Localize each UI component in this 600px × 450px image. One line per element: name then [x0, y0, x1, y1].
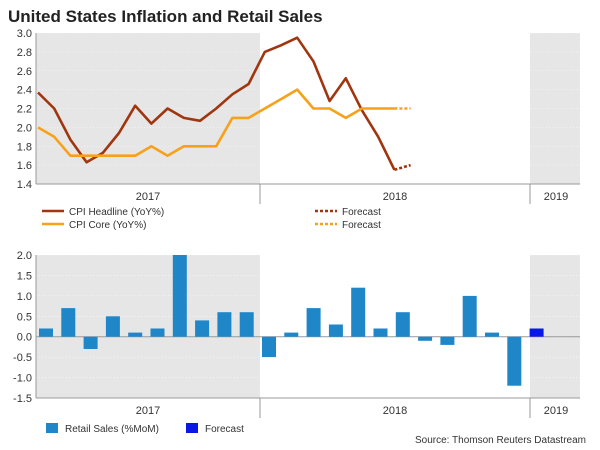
retail-bar: [373, 328, 388, 337]
legend-label: Forecast: [205, 424, 244, 435]
year-label: 2017: [136, 405, 160, 417]
retail-bar: [217, 312, 232, 337]
retail-bar: [507, 336, 522, 386]
y-tick-label: 3.0: [17, 28, 32, 40]
legend-label: CPI Headline (YoY%): [69, 207, 164, 218]
y-tick-label: 2.6: [17, 66, 32, 78]
year-label: 2018: [383, 405, 407, 417]
legend-label: Forecast: [342, 220, 381, 231]
retail-bar: [128, 332, 143, 337]
year-label: 2019: [544, 191, 568, 203]
legend-label: CPI Core (YoY%): [69, 220, 146, 231]
chart-title: United States Inflation and Retail Sales: [8, 7, 323, 26]
retail-bar: [39, 328, 53, 337]
retail-bar: [105, 316, 120, 337]
retail-bar: [351, 287, 366, 337]
legend-swatch: [186, 423, 198, 433]
retail-bar: [284, 332, 299, 337]
y-tick-label: 1.6: [17, 160, 32, 172]
legend-swatch: [46, 423, 58, 433]
shade-2019: [530, 255, 580, 398]
y-tick-label: 1.0: [17, 291, 32, 303]
y-tick-label: -1.5: [13, 393, 32, 405]
retail-bar: [462, 295, 477, 337]
retail-bar: [172, 255, 187, 337]
y-tick-label: 0.5: [17, 311, 32, 323]
y-tick-label: -1.0: [13, 373, 32, 385]
y-tick-label: -0.5: [13, 352, 32, 364]
year-label: 2018: [383, 191, 407, 203]
retail-bar: [328, 324, 343, 337]
year-label: 2019: [544, 405, 568, 417]
y-tick-label: 2.2: [17, 104, 32, 116]
year-label: 2017: [136, 191, 160, 203]
retail-bar: [418, 336, 433, 341]
retail-bar: [83, 336, 98, 349]
retail-bar: [485, 332, 499, 337]
retail-bar: [61, 308, 76, 337]
y-tick-label: 0.0: [17, 332, 32, 344]
y-tick-label: 1.5: [17, 270, 32, 282]
retail-bar: [395, 312, 410, 337]
retail-bar: [239, 312, 254, 337]
retail-bar: [262, 336, 276, 358]
retail-bar: [150, 328, 165, 337]
legend-label: Retail Sales (%MoM): [65, 424, 159, 435]
cpi-headline-forecast: [394, 163, 411, 172]
cpi-core-line: [37, 88, 395, 157]
inflation-chart: 3.0 2.8 2.6 2.4 2.2 2.0 1.8 1.6 1.4 2017 2018 2019 C…: [17, 28, 580, 231]
y-tick-label: 1.8: [17, 141, 32, 153]
retail-forecast-bar: [529, 328, 544, 337]
retail-bar: [440, 336, 455, 345]
legend-label: Forecast: [342, 207, 381, 218]
y-tick-label: 2.8: [17, 47, 32, 59]
retail-bar: [306, 308, 321, 337]
y-tick-label: 2.0: [17, 250, 32, 262]
retail-bar: [195, 320, 210, 337]
retail-chart: 2.0 1.5 1.0 0.5 0.0 -0.5 -1.0 -1.5 2017 2018 2019 R…: [13, 250, 580, 435]
source-note: Source: Thomson Reuters Datastream: [415, 435, 586, 446]
y-tick-label: 2.4: [17, 85, 32, 97]
y-tick-label: 1.4: [17, 179, 32, 191]
y-tick-label: 2.0: [17, 122, 32, 134]
